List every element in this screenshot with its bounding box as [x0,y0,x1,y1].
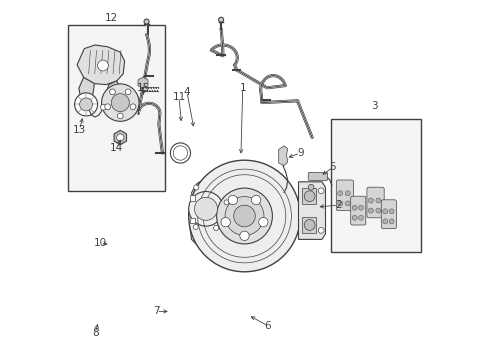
Polygon shape [77,45,124,85]
Circle shape [221,217,230,227]
Circle shape [75,93,98,116]
Polygon shape [189,178,224,245]
Circle shape [345,201,349,206]
Circle shape [98,60,108,71]
Circle shape [224,197,264,235]
Circle shape [358,215,363,220]
Text: 13: 13 [73,125,86,135]
Circle shape [218,17,223,22]
Text: 15: 15 [137,83,150,93]
Circle shape [375,208,380,213]
Circle shape [233,205,255,227]
Bar [68,25,165,191]
Circle shape [304,220,314,230]
Circle shape [194,197,217,220]
Circle shape [102,84,139,121]
Bar [190,195,195,201]
Circle shape [170,143,190,163]
Circle shape [117,113,123,119]
Text: 8: 8 [92,328,98,338]
Circle shape [337,201,342,206]
Text: 4: 4 [183,87,190,97]
Circle shape [228,195,237,205]
Circle shape [144,19,149,24]
Circle shape [318,188,324,194]
Circle shape [213,225,218,230]
Circle shape [382,209,387,214]
Polygon shape [106,81,122,104]
Circle shape [358,205,363,210]
FancyBboxPatch shape [366,187,384,218]
Circle shape [337,191,342,196]
Text: 2: 2 [334,200,341,210]
Circle shape [351,205,356,210]
Polygon shape [79,77,94,103]
Text: 3: 3 [370,101,377,111]
Text: 14: 14 [110,143,123,153]
Circle shape [388,209,393,214]
Circle shape [111,94,129,112]
Circle shape [367,198,373,203]
Circle shape [258,217,267,227]
Bar [190,218,195,223]
Circle shape [117,134,123,141]
Text: 7: 7 [153,306,159,316]
Circle shape [109,89,115,95]
Circle shape [307,184,313,190]
Circle shape [345,191,349,196]
Circle shape [318,228,324,233]
Circle shape [80,98,92,111]
Circle shape [101,104,106,110]
FancyBboxPatch shape [350,196,365,225]
Circle shape [188,160,300,272]
Circle shape [104,104,110,109]
FancyBboxPatch shape [307,172,327,180]
Circle shape [193,185,198,190]
Text: 10: 10 [94,238,107,248]
FancyBboxPatch shape [381,200,396,229]
Circle shape [304,191,314,202]
Circle shape [188,192,223,226]
Circle shape [351,215,356,220]
Bar [302,188,315,204]
Circle shape [382,219,387,224]
Bar [298,182,302,239]
Circle shape [251,195,260,205]
Circle shape [193,225,198,230]
Circle shape [367,208,373,213]
Text: 1: 1 [239,83,245,93]
Polygon shape [298,182,325,239]
Text: 11: 11 [172,92,185,102]
Circle shape [239,231,249,240]
Circle shape [130,104,136,109]
Circle shape [375,198,380,203]
FancyBboxPatch shape [336,180,353,211]
Polygon shape [278,146,287,166]
Text: 9: 9 [296,148,303,158]
Circle shape [388,219,393,224]
Circle shape [125,89,131,95]
Bar [330,119,420,252]
Text: 5: 5 [329,162,335,172]
Bar [302,217,315,233]
Circle shape [224,200,229,205]
Text: 6: 6 [264,321,271,331]
Text: 12: 12 [104,13,118,23]
Circle shape [216,188,272,244]
